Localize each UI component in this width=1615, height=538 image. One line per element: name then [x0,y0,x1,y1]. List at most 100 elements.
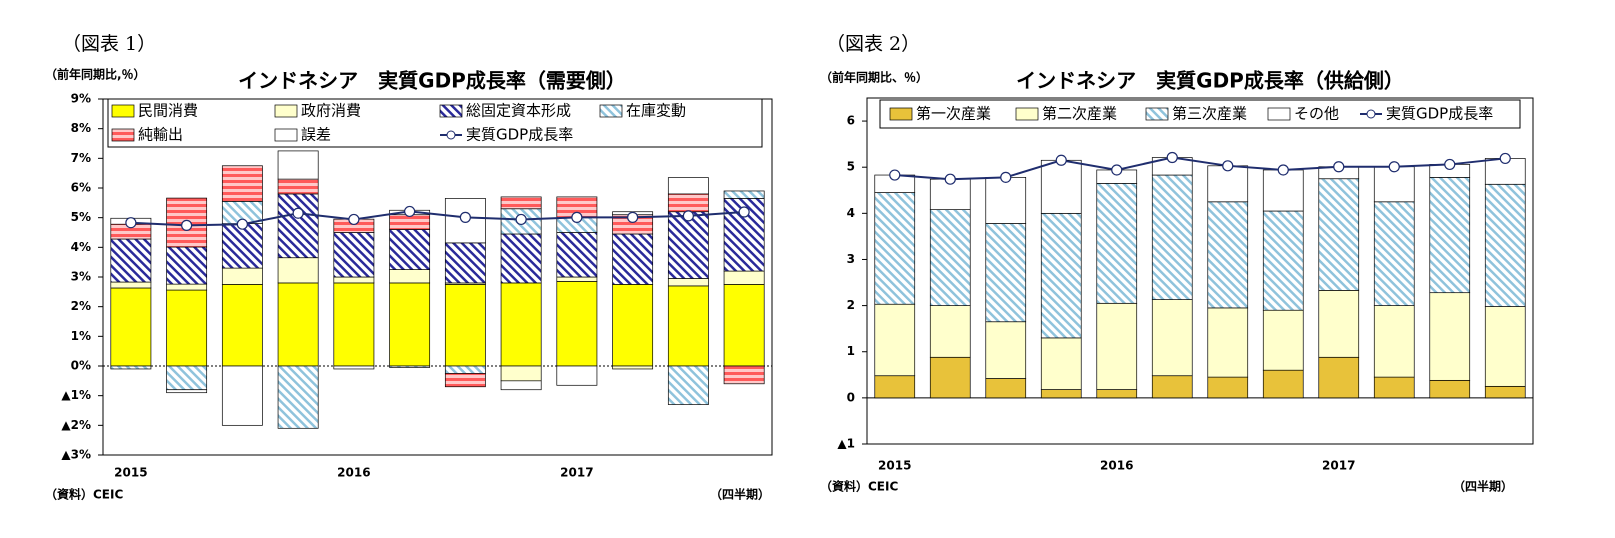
y-tick-label: 9% [71,92,91,106]
line-marker [682,210,694,222]
bar-segment [166,246,208,285]
bar-segment [1373,201,1415,306]
bar-segment [1040,212,1082,339]
y-tick-label: 1 [847,344,855,358]
legend-label: 第三次産業 [1172,105,1247,123]
period-label: （四半期） [710,487,770,502]
line-marker [1388,161,1400,173]
y-tick-label: 1% [71,329,91,343]
bar-segment [612,284,654,367]
x-tick-label: 2017 [560,466,593,480]
bar-segment [333,276,375,284]
bar-segment [277,150,319,180]
y-tick-label: ▲1% [61,388,91,402]
y-tick-label: 8% [71,121,91,135]
bar-segment [929,305,971,358]
figure-label: （図表 1） [62,33,156,55]
bar-segment [389,269,431,284]
figure-label: （図表 2） [826,33,920,55]
bar-segment [110,365,152,370]
bar-segment [1484,183,1526,307]
legend-swatch [274,128,298,142]
line-marker [627,211,639,223]
bar-segment [444,365,486,374]
line [894,156,1506,181]
bar-segment [556,232,598,278]
y-tick-label: 4 [847,206,855,220]
line-marker [889,169,901,181]
bar-segment [612,233,654,285]
y-tick-label: ▲3% [61,448,91,462]
bar-segment [1262,369,1304,399]
line-marker [292,207,304,219]
bar-segment [1373,376,1415,399]
legend-swatch [274,104,298,118]
legend-swatch [111,104,135,118]
bar-segment [1096,302,1138,390]
line-marker [738,206,750,218]
bar-segment [500,233,542,284]
bar-segment [333,232,375,278]
y-tick-label: 4% [71,240,91,254]
bar-segment [985,223,1027,323]
line-marker [515,213,527,226]
bar-segment [667,211,709,279]
unit-label: （前年同期比、％） [820,70,928,85]
bar-segment [556,365,598,386]
x-tick-label: 2015 [878,459,911,473]
bar-segment [221,165,263,202]
x-tick-label: 2015 [114,466,147,480]
bar-segment [500,380,542,391]
bar-segment [1429,379,1471,399]
bar-segment [667,285,709,367]
bar-segment [110,238,152,283]
legend-swatch [1015,107,1039,121]
y-tick-label: 0 [847,390,855,404]
bar-segment [723,284,765,367]
bar-segment [1040,337,1082,390]
y-tick-label: 5% [71,210,91,224]
bar-segment [667,193,709,213]
bar-segment [723,190,765,199]
bar-segment [333,365,375,370]
bar-segment [1207,307,1249,378]
bar-segment [277,257,319,284]
legend-label: その他 [1294,105,1339,123]
legend-swatch [439,104,463,118]
bar-segment [556,281,598,367]
bar-segment [929,356,971,399]
y-tick-label: 5 [847,160,855,174]
bar-segment [1429,176,1471,294]
bar-segment [277,193,319,259]
legend-label: 実質GDP成長率 [466,126,573,144]
line-marker [944,173,956,185]
bar-segment [612,365,654,370]
bar-segment [1207,376,1249,399]
chart-title: インドネシア 実質GDP成長率（供給側） [1016,69,1404,93]
y-tick-label: 6% [71,181,91,195]
bar-segment [221,223,263,269]
bar-segment [667,278,709,287]
source: （資料）CEIC [820,479,898,494]
plot-area [866,97,1534,445]
bar-segment [874,192,916,305]
bar-segment [985,378,1027,399]
legend-label: 第一次産業 [916,105,991,123]
bar-segment [985,321,1027,379]
bar-segment [1040,389,1082,399]
bar-segment [1262,169,1304,212]
y-tick-label: 0% [71,359,91,373]
bar-segment [500,282,542,367]
line-marker [1055,154,1067,166]
line-marker [1222,160,1234,172]
legend-label: 実質GDP成長率 [1386,105,1493,123]
y-tick-label: ▲2% [61,418,91,432]
line-marker [1277,164,1289,176]
legend-label: 政府消費 [301,102,361,120]
legend-swatch [1145,107,1169,121]
bar-segment [166,365,208,391]
line-marker [348,213,360,226]
bar-segment [723,270,765,285]
legend-swatch [889,107,913,121]
